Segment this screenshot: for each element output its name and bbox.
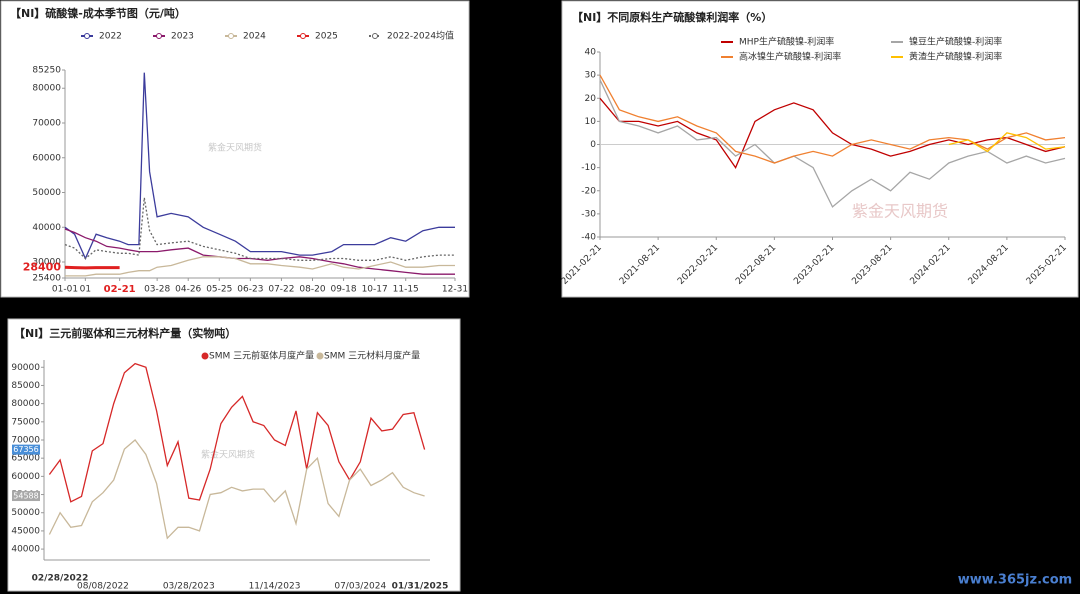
series-line bbox=[948, 132, 1066, 153]
x-tick-label: 04-26 bbox=[175, 285, 201, 295]
legend-swatch bbox=[201, 352, 209, 360]
x-tick-label: 02-21 bbox=[104, 284, 136, 295]
y-tick-label: 85000 bbox=[11, 381, 40, 391]
legend-label: SMM 三元前驱体月度产量 bbox=[209, 350, 314, 362]
series-line bbox=[64, 265, 120, 270]
x-tick-label: 07/03/2024 bbox=[334, 582, 386, 592]
x-tick-label: 06-23 bbox=[237, 285, 263, 295]
panel bbox=[0, 0, 470, 298]
series-line bbox=[64, 72, 455, 261]
y-tick-label: 25400 bbox=[32, 274, 61, 284]
legend-swatch bbox=[300, 33, 306, 39]
chart-title: 【NI】不同原料生产硫酸镍利润率（%） bbox=[572, 10, 772, 24]
watermark: 紫金天风期货 bbox=[201, 449, 255, 461]
y-tick-label: 80000 bbox=[11, 399, 40, 409]
series-line bbox=[599, 74, 1066, 164]
series-line bbox=[48, 439, 425, 540]
annotation-box bbox=[12, 444, 40, 455]
annotation: 54588 bbox=[13, 492, 38, 501]
x-tick-label: 01 bbox=[80, 285, 91, 295]
legend-swatch bbox=[156, 33, 162, 39]
legend-swatch bbox=[316, 352, 324, 360]
legend-label: 高冰镍生产硫酸镍-利润率 bbox=[739, 51, 841, 63]
x-tick-label: 08/08/2022 bbox=[77, 582, 129, 592]
series-line bbox=[599, 97, 1066, 169]
y-tick-label: -40 bbox=[581, 233, 596, 243]
legend-label: 镍豆生产硫酸镍-利润率 bbox=[909, 36, 1002, 48]
y-tick-label: 80000 bbox=[32, 84, 61, 94]
panel bbox=[561, 0, 1079, 298]
watermark: 紫金天风期货 bbox=[208, 142, 262, 154]
y-tick-label: 50000 bbox=[11, 508, 40, 518]
x-tick-label: 08-20 bbox=[299, 285, 325, 295]
x-tick-label: 11-15 bbox=[393, 285, 419, 295]
x-tick-label: 03/28/2023 bbox=[163, 582, 215, 592]
x-tick-label: 09-18 bbox=[330, 285, 356, 295]
legend-label: 2025 bbox=[315, 32, 338, 42]
legend-label: 2023 bbox=[171, 32, 194, 42]
site-watermark: www.365jz.com bbox=[958, 573, 1072, 588]
x-tick-label: 05-25 bbox=[206, 285, 232, 295]
y-tick-label: 30 bbox=[585, 71, 597, 81]
y-tick-label: 75000 bbox=[11, 417, 40, 427]
x-tick-label: 01-01 bbox=[52, 285, 78, 295]
chart-title: 【NI】三元前驱体和三元材料产量（实物吨） bbox=[14, 326, 236, 340]
legend-label: 2024 bbox=[243, 32, 266, 42]
y-tick-label: 70000 bbox=[32, 118, 61, 128]
legend-label: MHP生产硫酸镍-利润率 bbox=[739, 36, 834, 48]
series-line bbox=[65, 256, 455, 277]
y-tick-label: 45000 bbox=[11, 526, 40, 536]
y-tick-label: 60000 bbox=[11, 472, 40, 482]
series-line bbox=[48, 362, 426, 503]
watermark: 紫金天风期货 bbox=[852, 202, 948, 221]
x-tick-label: 10-17 bbox=[362, 285, 388, 295]
legend-swatch bbox=[372, 33, 378, 39]
legend-label: 黄渣生产硫酸镍-利润率 bbox=[909, 51, 1002, 63]
y-tick-label: 40000 bbox=[32, 223, 61, 233]
x-tick-label: 11/14/2023 bbox=[249, 582, 301, 592]
y-tick-label: 30000 bbox=[32, 258, 61, 268]
y-tick-label: -30 bbox=[581, 209, 596, 219]
panel bbox=[7, 318, 461, 592]
x-tick-label: 01/31/2025 bbox=[392, 582, 449, 592]
annotation-box bbox=[12, 491, 40, 502]
legend-swatch bbox=[228, 33, 234, 39]
legend-swatch bbox=[84, 33, 90, 39]
chart-title: 【NI】硫酸镍-成本季节图（元/吨） bbox=[10, 6, 186, 20]
y-tick-label: 70000 bbox=[11, 436, 40, 446]
y-tick-label: 60000 bbox=[32, 153, 61, 163]
y-tick-label: 65000 bbox=[11, 454, 40, 464]
y-tick-label: 0 bbox=[590, 140, 596, 150]
y-tick-label: 90000 bbox=[11, 363, 40, 373]
x-tick-label: 07-22 bbox=[268, 285, 294, 295]
annotation: 67356 bbox=[13, 445, 38, 454]
y-tick-label: 40000 bbox=[11, 545, 40, 555]
annotation: 28400 bbox=[23, 261, 62, 274]
series-line bbox=[64, 197, 455, 261]
y-tick-label: 10 bbox=[585, 117, 597, 127]
legend-label: 2022 bbox=[99, 32, 122, 42]
legend-label: 2022-2024均值 bbox=[387, 30, 454, 42]
y-tick-label: -20 bbox=[581, 186, 596, 196]
y-tick-label: -10 bbox=[581, 163, 596, 173]
x-tick-label: 12-31 bbox=[442, 285, 468, 295]
y-tick-label: 40 bbox=[585, 48, 597, 58]
y-tick-label: 85250 bbox=[32, 66, 61, 76]
y-tick-label: 50000 bbox=[32, 188, 61, 198]
y-tick-label: 20 bbox=[585, 94, 597, 104]
x-tick-label: 03-28 bbox=[144, 285, 170, 295]
x-tick-label: 02/28/2022 bbox=[32, 574, 89, 584]
legend-label: SMM 三元材料月度产量 bbox=[324, 350, 420, 362]
